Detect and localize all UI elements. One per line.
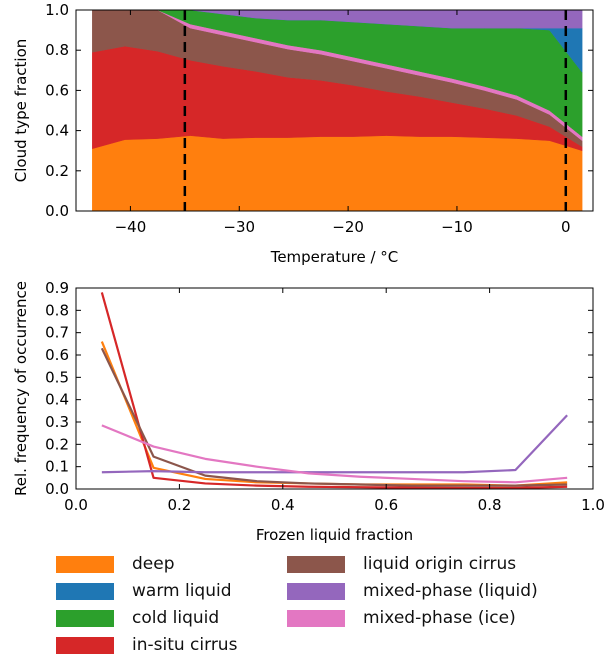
y-tick-label: 0.2 <box>45 162 69 180</box>
x-axis-ticks: 0.0 0.2 0.4 0.6 0.8 1.0 <box>64 288 605 514</box>
y-tick-label: 0.1 <box>45 458 69 476</box>
area-mixed-phase-liquid <box>92 10 583 29</box>
legend-label: warm liquid <box>132 581 232 601</box>
legend-label: cold liquid <box>132 608 220 628</box>
legend-item-mixed-phase-ice: mixed-phase (ice) <box>287 605 516 631</box>
area-layers <box>92 10 583 211</box>
legend-item-cold-liquid: cold liquid <box>56 605 219 631</box>
line-liquid-origin-cirrus <box>100 347 568 487</box>
x-tick-label: 0.0 <box>64 496 88 514</box>
x-axis-label: Frozen liquid fraction <box>256 526 413 544</box>
y-tick-label: 0.6 <box>45 346 69 364</box>
y-tick-label: 0.5 <box>45 368 69 386</box>
figure: −40 −30 −20 −10 0 0.0 0.2 0.4 0.6 0.8 1.0 Tempera… <box>12 1 605 544</box>
legend-label: in-situ cirrus <box>132 635 238 655</box>
x-tick-label: −10 <box>441 218 473 236</box>
area-deep <box>92 135 583 211</box>
legend-item-in-situ-cirrus: in-situ cirrus <box>56 632 237 658</box>
x-tick-label: 0.6 <box>374 496 398 514</box>
y-tick-label: 0.7 <box>45 324 69 342</box>
y-tick-label: 1.0 <box>45 1 69 19</box>
x-tick-label: 1.0 <box>581 496 605 514</box>
y-tick-label: 0.8 <box>45 41 69 59</box>
plot-frame <box>75 9 594 212</box>
x-axis-ticks: −40 −30 −20 −10 0 <box>115 10 571 236</box>
x-axis-label: Temperature / °C <box>270 248 399 266</box>
legend-swatch <box>287 582 345 600</box>
reference-lines <box>183 10 568 211</box>
x-tick-label: 0.8 <box>478 496 502 514</box>
y-axis-label: Cloud type fraction <box>12 39 30 183</box>
y-axis-ticks: 0.0 0.1 0.2 0.3 0.4 0.5 0.6 0.7 0.8 0.9 <box>45 279 593 498</box>
x-tick-label: −20 <box>332 218 364 236</box>
line-mixed-phase-liquid <box>101 414 568 474</box>
legend-item-liquid-origin-cirrus: liquid origin cirrus <box>287 551 516 577</box>
legend-label: liquid origin cirrus <box>363 554 517 574</box>
legend-label: mixed-phase (ice) <box>363 608 516 628</box>
y-tick-label: 0.6 <box>45 81 69 99</box>
y-tick-label: 0.9 <box>45 279 69 297</box>
x-tick-label: −40 <box>115 218 147 236</box>
y-tick-label: 0.4 <box>45 122 69 140</box>
x-tick-label: 0 <box>561 218 571 236</box>
series-lines <box>100 292 568 489</box>
legend-swatch <box>287 555 345 573</box>
legend-swatch <box>287 609 345 627</box>
legend-item-mixed-phase-liquid: mixed-phase (liquid) <box>287 578 538 604</box>
x-tick-label: 0.4 <box>271 496 295 514</box>
legend-item-warm-liquid: warm liquid <box>56 578 232 604</box>
line-in-situ-cirrus <box>100 292 568 489</box>
y-axis-ticks: 0.0 0.2 0.4 0.6 0.8 1.0 <box>45 1 593 220</box>
stacked-area-chart: −40 −30 −20 −10 0 0.0 0.2 0.4 0.6 0.8 1.0 Tempera… <box>12 1 594 266</box>
y-axis-label: Rel. frequency of occurrence <box>12 281 30 496</box>
legend-swatch <box>56 636 114 654</box>
legend-swatch <box>56 582 114 600</box>
y-tick-label: 0.0 <box>45 480 69 498</box>
x-tick-label: 0.2 <box>167 496 191 514</box>
legend-label: mixed-phase (liquid) <box>363 581 538 601</box>
y-tick-label: 0.0 <box>45 202 69 220</box>
legend: deep warm liquid cold liquid in-situ cir… <box>0 548 608 662</box>
legend-swatch <box>56 555 114 573</box>
legend-item-deep: deep <box>56 551 175 577</box>
y-tick-label: 0.2 <box>45 435 69 453</box>
x-tick-label: −30 <box>223 218 255 236</box>
plot-frame <box>75 287 594 490</box>
legend-swatch <box>56 609 114 627</box>
legend-label: deep <box>132 554 175 574</box>
area-group <box>92 10 583 211</box>
line-mixed-phase-ice <box>101 424 568 484</box>
y-tick-label: 0.3 <box>45 413 69 431</box>
y-tick-label: 0.8 <box>45 301 69 319</box>
line-chart: 0.0 0.2 0.4 0.6 0.8 1.0 0.0 0.1 0.2 0.3 0.4 0.5 0.6… <box>12 279 605 544</box>
y-tick-label: 0.4 <box>45 391 69 409</box>
